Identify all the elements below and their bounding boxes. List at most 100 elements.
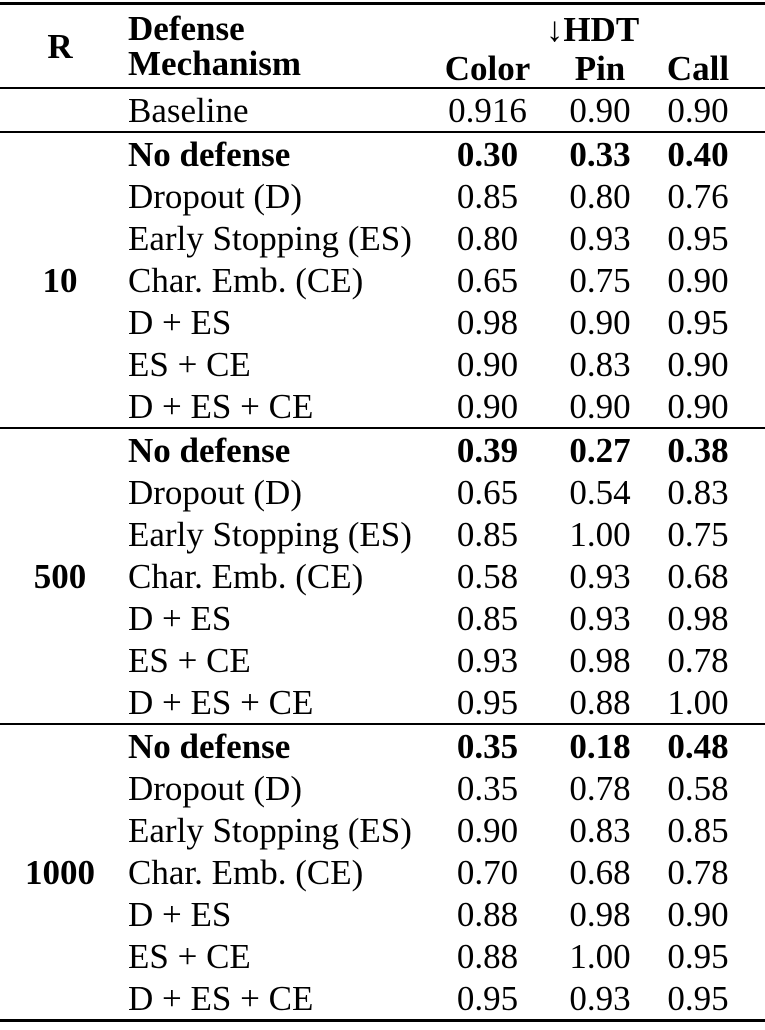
color-value-cell: 0.58 [456,556,519,596]
color-value-cell: 0.30 [456,134,519,174]
r-group-section-1000: 1000 No defense 0.35 0.18 0.48 Dropout (D) 0.3… [0,724,765,1021]
r-value-cell: 10 [42,260,78,300]
defense-mechanism-cell: ES + CE [128,344,251,384]
call-value-cell: 0.68 [667,556,729,596]
defense-mechanism-cell: Char. Emb. (CE) [128,556,364,596]
pin-value-cell: 1.00 [569,936,631,976]
call-value-cell: 0.38 [667,430,729,470]
pin-value-cell: 0.93 [569,556,631,596]
call-value-cell: 0.58 [667,768,729,808]
color-value-cell: 0.65 [456,472,519,512]
pin-value-cell: 0.27 [569,430,631,470]
table-row: Early Stopping (ES) 0.85 1.00 0.75 [0,513,765,555]
call-value-cell: 0.90 [667,894,729,934]
call-value-cell: 0.95 [667,978,729,1018]
table-row: D + ES + CE 0.90 0.90 0.90 [0,385,765,428]
table-row: Char. Emb. (CE) 0.58 0.93 0.68 [0,555,765,597]
call-value-cell: 0.48 [667,726,729,766]
pin-value-cell: 0.98 [569,894,631,934]
defense-mechanism-cell: Early Stopping (ES) [128,810,412,850]
pin-value-cell: 0.90 [569,302,631,342]
table-row: ES + CE 0.93 0.98 0.78 [0,639,765,681]
defense-mechanism-cell: No defense [128,134,291,174]
call-value-cell: 0.95 [667,218,729,258]
r-group-section-500: 500 No defense 0.39 0.27 0.38 Dropout (D) 0.65… [0,428,765,724]
defense-mechanism-cell: D + ES + CE [128,682,314,722]
defense-mechanism-cell: Early Stopping (ES) [128,218,412,258]
pin-value-cell: 0.78 [569,768,631,808]
table-row: 1000 No defense 0.35 0.18 0.48 [0,724,765,890]
defense-mechanism-cell: Char. Emb. (CE) [128,852,364,892]
table-row: Char. Emb. (CE) 0.70 0.68 0.78 [0,851,765,893]
pin-value-cell: 0.18 [569,726,631,766]
color-value-cell: 0.88 [456,936,519,976]
defense-mechanism-cell: D + ES [128,302,232,342]
call-value-cell: 0.78 [667,640,729,680]
pin-value-cell: 0.88 [569,682,631,722]
color-value-cell: 0.98 [456,302,519,342]
baseline-row: Baseline 0.916 0.90 0.90 [0,88,765,132]
pin-value-cell: 0.90 [569,386,631,426]
table-row: D + ES + CE 0.95 0.93 0.95 [0,977,765,1021]
color-value-cell: 0.39 [456,430,519,470]
defense-mechanism-cell: D + ES [128,598,232,638]
defense-mechanism-cell: No defense [128,430,291,470]
color-value-cell: 0.916 [448,90,527,130]
color-value-cell: 0.70 [456,852,519,892]
call-value-cell: 0.90 [667,260,729,300]
header-row-group: R Defense Mechanism ↓HDT [0,4,765,81]
table-row: D + ES 0.85 0.93 0.98 [0,597,765,639]
column-header-color: Color [444,48,531,88]
pin-value-cell: 0.83 [569,344,631,384]
table-row: Early Stopping (ES) 0.90 0.83 0.85 [0,809,765,851]
color-value-cell: 0.90 [456,386,519,426]
color-value-cell: 0.65 [456,260,519,300]
call-value-cell: 0.95 [667,302,729,342]
call-value-cell: 0.98 [667,598,729,638]
pin-value-cell: 0.98 [569,640,631,680]
defense-mechanism-cell: Char. Emb. (CE) [128,260,364,300]
pin-value-cell: 0.93 [569,218,631,258]
table-row: Dropout (D) 0.85 0.80 0.76 [0,175,765,217]
defense-mechanism-cell: D + ES + CE [128,386,314,426]
defense-mechanism-cell: Baseline [128,90,249,130]
color-value-cell: 0.85 [456,514,519,554]
color-value-cell: 0.88 [456,894,519,934]
defense-mechanism-cell: No defense [128,726,291,766]
color-value-cell: 0.85 [456,598,519,638]
table-row: D + ES + CE 0.95 0.88 1.00 [0,681,765,724]
defense-mechanism-cell: D + ES [128,894,232,934]
color-value-cell: 0.90 [456,344,519,384]
defense-mechanism-cell: Early Stopping (ES) [128,514,412,554]
call-value-cell: 1.00 [667,682,729,722]
r-group-section-10: 10 No defense 0.30 0.33 0.40 Dropout (D) 0.85 0… [0,132,765,428]
call-value-cell: 0.90 [667,90,729,130]
defense-mechanism-cell: D + ES + CE [128,978,314,1018]
pin-value-cell: 0.83 [569,810,631,850]
pin-value-cell: 0.90 [569,90,631,130]
column-header-pin: Pin [574,48,626,88]
pin-value-cell: 0.54 [569,472,631,512]
r-value-cell: 500 [33,556,87,596]
color-value-cell: 0.35 [456,726,519,766]
r-value-cell: 1000 [25,852,95,892]
call-value-cell: 0.76 [667,176,729,216]
table-header: R Defense Mechanism ↓HDT Color Pin Call [0,4,765,88]
call-value-cell: 0.85 [667,810,729,850]
column-header-r: R [47,26,73,66]
table-row: 500 No defense 0.39 0.27 0.38 [0,428,765,594]
table-row: Dropout (D) 0.65 0.54 0.83 [0,471,765,513]
pin-value-cell: 0.93 [569,978,631,1018]
defense-mechanism-cell: Dropout (D) [128,472,302,512]
table-row: Char. Emb. (CE) 0.65 0.75 0.90 [0,259,765,301]
table-row: ES + CE 0.88 1.00 0.95 [0,935,765,977]
column-header-call: Call [666,48,730,88]
call-value-cell: 0.78 [667,852,729,892]
defense-mechanism-cell: ES + CE [128,640,251,680]
color-value-cell: 0.95 [456,682,519,722]
defense-mechanism-cell: ES + CE [128,936,251,976]
table-row: ES + CE 0.90 0.83 0.90 [0,343,765,385]
color-value-cell: 0.90 [456,810,519,850]
pin-value-cell: 1.00 [569,514,631,554]
